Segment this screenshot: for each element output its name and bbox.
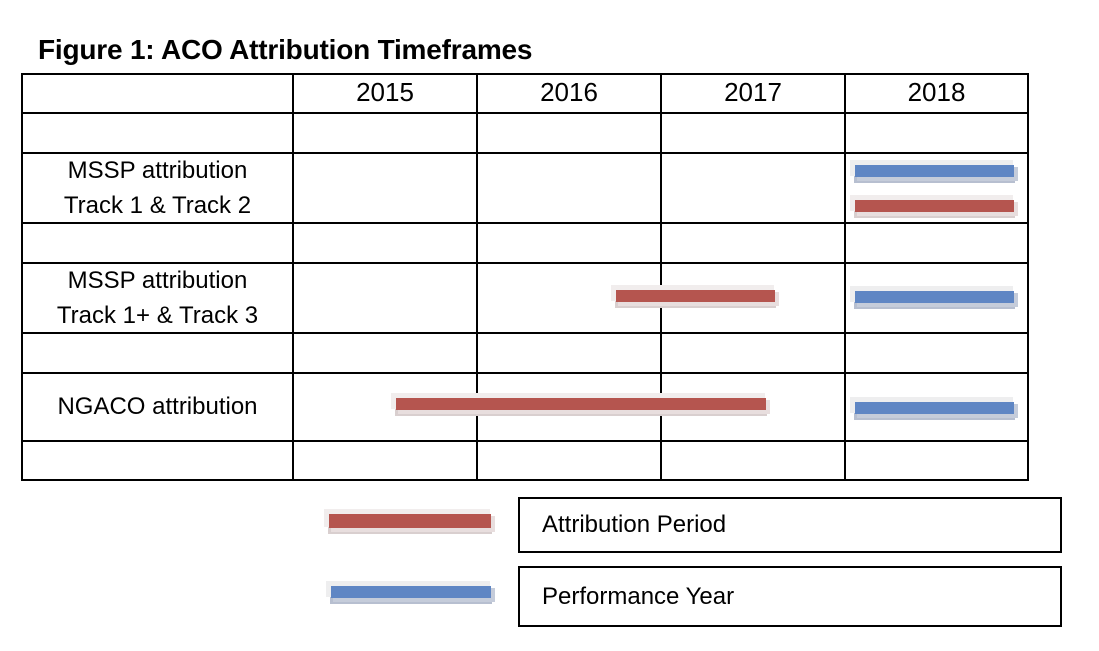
grid-line [1027,73,1029,481]
grid-line [21,262,1029,264]
row-label-line1: MSSP attribution [67,267,248,294]
legend-attribution-label: Attribution Period [542,511,727,538]
year-header-2015: 2015 [356,77,414,107]
legend-attribution-box: Attribution Period [518,497,1062,553]
grid-line [21,152,1029,154]
legend-performance-box: Performance Year [518,566,1062,627]
year-header-2017: 2017 [724,77,782,107]
row-label-line2: Track 1 & Track 2 [63,192,252,219]
grid-line [21,372,1029,374]
year-header-2018: 2018 [907,77,966,107]
performance-bar-mssp-track1-2 [854,165,1014,177]
grid-line [292,73,294,481]
grid-line [21,112,1029,114]
grid-line [21,73,1029,75]
grid-line [660,73,662,481]
figure-title: Figure 1: ACO Attribution Timeframes [38,34,533,65]
grid-line [21,73,23,481]
legend-performance-label: Performance Year [542,582,735,610]
attribution-bar-ngaco [395,398,767,410]
row-label-line1: NGACO attribution [57,393,258,420]
performance-bar-mssp-track1plus-3 [854,291,1014,303]
attribution-bar-mssp-track1plus-3 [615,290,776,302]
row-label-line1: MSSP attribution [67,157,248,184]
legend-attribution-swatch [329,514,491,528]
grid-line [476,73,478,481]
grid-line [21,332,1029,334]
legend-performance-swatch [331,586,491,598]
grid-line [21,222,1029,224]
row-label-line2: Track 1+ & Track 3 [56,302,259,329]
year-header-2016: 2016 [540,77,598,107]
grid-line [21,479,1029,481]
timeline-grid: 2015 2016 2017 2018 MSSP attribution Tra… [21,73,1029,481]
grid-line [844,73,846,481]
attribution-bar-mssp-track1-2 [854,200,1014,212]
performance-bar-ngaco [854,402,1014,414]
grid-line [21,440,1029,442]
